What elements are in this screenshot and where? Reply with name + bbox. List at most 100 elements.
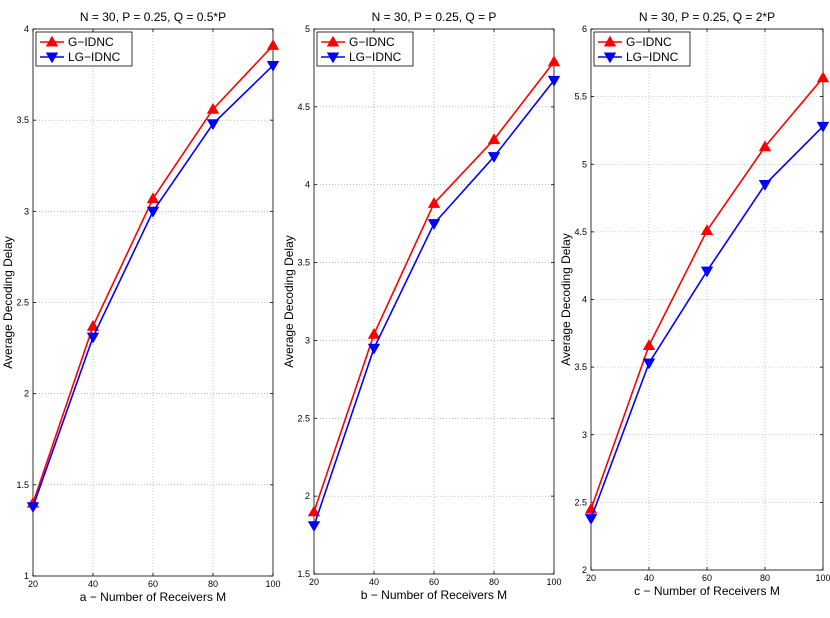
subplot-3: 20 40 60 80 100 2 2.5 3 3.5 4 4.5 5 5.5 6 N = 30, P = … [559, 10, 830, 598]
data-point [206, 102, 220, 114]
data-point [86, 332, 100, 344]
data-point [547, 75, 561, 87]
x-axis-label: a − Number of Receivers M [80, 590, 226, 604]
data-point [547, 55, 561, 67]
data-point [86, 319, 100, 331]
x-tick-label: 100 [815, 573, 830, 583]
chart-title: N = 30, P = 0.25, Q = 2*P [639, 10, 775, 24]
data-point [206, 119, 220, 131]
y-tick-label: 4.5 [574, 227, 587, 237]
series-lg-idnc [584, 121, 830, 525]
legend-label: G−IDNC [68, 35, 114, 49]
x-tick-label: 40 [369, 577, 379, 587]
y-tick-label: 3.5 [574, 362, 587, 372]
legend-marker [326, 35, 340, 47]
y-tick-label: 3 [582, 430, 587, 440]
data-point [487, 152, 501, 163]
chart-title: N = 30, P = 0.25, Q = 0.5*P [80, 10, 226, 24]
y-tick-label: 2 [582, 565, 587, 575]
y-tick-label: 1 [24, 571, 29, 581]
legend-marker [603, 35, 617, 47]
series-g-idnc [307, 55, 561, 517]
subplot-2: 20 40 60 80 100 1.5 2 2.5 3 3.5 4 4.5 5 N = 30, P = 0… [282, 10, 562, 602]
left-figure-ylabel: Average Decoding Delay [1, 236, 15, 369]
legend-marker [603, 52, 617, 64]
x-axis-label: b − Number of Receivers M [361, 588, 507, 602]
data-point [307, 521, 321, 533]
x-tick-label: 100 [546, 577, 561, 587]
y-tick-label: 1.5 [16, 480, 29, 490]
data-point [642, 339, 656, 351]
series-g-idnc [26, 39, 280, 508]
series-lg-idnc [307, 75, 561, 533]
chart-title: N = 30, P = 0.25, Q = P [372, 10, 497, 24]
data-point [26, 502, 40, 514]
data-point [758, 140, 772, 152]
y-tick-label: 2 [24, 389, 29, 399]
x-axis-label: c − Number of Receivers M [634, 584, 780, 598]
y-tick-label: 5 [305, 24, 310, 34]
x-tick-label: 60 [148, 579, 158, 589]
x-tick-label: 40 [88, 579, 98, 589]
series-g-idnc [584, 71, 830, 514]
y-tick-label: 5.5 [574, 92, 587, 102]
y-tick-label: 6 [582, 24, 587, 34]
data-point [367, 343, 381, 355]
y-tick-label: 2 [305, 491, 310, 501]
data-point [487, 133, 501, 145]
data-point [700, 224, 714, 236]
x-tick-label: 40 [644, 573, 654, 583]
y-tick-label: 4 [24, 24, 29, 34]
data-point [266, 60, 280, 72]
legend-label: G−IDNC [626, 35, 672, 49]
legend-marker [45, 52, 59, 64]
y-tick-label: 2.5 [16, 298, 29, 308]
legend-label: G−IDNC [349, 35, 395, 49]
data-point [427, 197, 441, 208]
y-axis-label: Average Decoding Delay [282, 235, 296, 368]
x-tick-label: 60 [429, 577, 439, 587]
y-tick-label: 3 [24, 206, 29, 216]
x-tick-label: 20 [28, 579, 38, 589]
legend-marker [326, 52, 340, 64]
y-tick-label: 3.5 [297, 258, 310, 268]
y-tick-label: 3 [305, 335, 310, 345]
x-tick-label: 20 [586, 573, 596, 583]
data-point [266, 39, 280, 50]
legend-label: LG−IDNC [68, 50, 121, 64]
legend-marker [45, 35, 59, 47]
y-tick-label: 5 [582, 159, 587, 169]
data-point [584, 514, 598, 525]
x-tick-label: 60 [702, 573, 712, 583]
x-tick-label: 20 [309, 577, 319, 587]
data-point [816, 71, 830, 83]
x-tick-label: 80 [208, 579, 218, 589]
subplot-1: 20 40 60 80 100 1 1.5 2 2.5 3 3.5 4 N = 30, P = 0.25… [16, 10, 280, 604]
y-tick-label: 1.5 [297, 569, 310, 579]
y-tick-label: 2.5 [574, 497, 587, 507]
data-point [427, 219, 441, 230]
data-point [642, 358, 656, 370]
y-tick-label: 4.5 [297, 102, 310, 112]
data-point [700, 266, 714, 278]
data-point [146, 206, 160, 218]
data-point [146, 192, 160, 204]
legend-label: LG−IDNC [349, 50, 402, 64]
y-tick-label: 3.5 [16, 115, 29, 125]
y-axis-label: Average Decoding Delay [559, 233, 573, 366]
data-point [307, 505, 321, 517]
x-tick-label: 80 [760, 573, 770, 583]
x-tick-label: 100 [265, 579, 280, 589]
series-lg-idnc [26, 60, 280, 514]
data-point [367, 327, 381, 339]
data-point [816, 121, 830, 133]
y-tick-label: 4 [582, 295, 587, 305]
legend-label: LG−IDNC [626, 50, 679, 64]
y-tick-label: 4 [305, 180, 310, 190]
data-point [758, 180, 772, 191]
y-tick-label: 2.5 [297, 413, 310, 423]
